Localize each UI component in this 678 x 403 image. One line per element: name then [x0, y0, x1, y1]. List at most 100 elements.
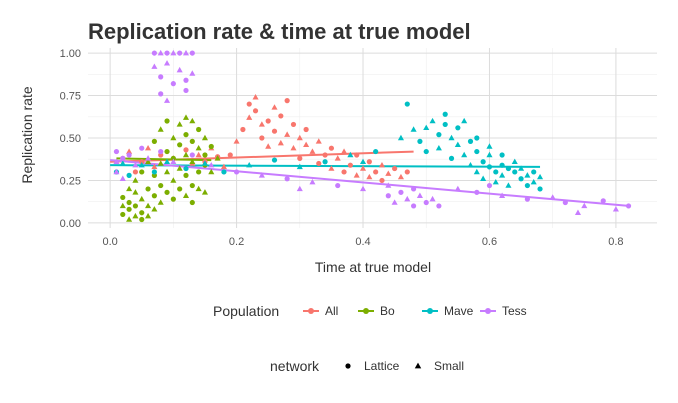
point-all: [373, 169, 379, 175]
point-all: [297, 155, 303, 161]
legend-item-bo: Bo: [358, 304, 395, 318]
trend-line-bo: [116, 157, 212, 162]
x-axis-title: Time at true model: [315, 259, 431, 275]
point-tess: [600, 198, 606, 204]
point-bo: [132, 177, 139, 183]
point-tess: [625, 203, 632, 209]
point-tess: [296, 185, 303, 192]
point-mave: [322, 159, 328, 165]
point-tess: [163, 60, 171, 66]
data-points: [113, 49, 632, 223]
point-mave: [473, 168, 480, 175]
legend-triangle-icon: [414, 362, 422, 369]
point-bo: [196, 169, 202, 175]
point-all: [334, 155, 341, 161]
point-bo: [120, 194, 126, 201]
point-tess: [499, 192, 506, 198]
point-all: [220, 163, 227, 170]
point-bo: [151, 206, 158, 212]
point-all: [277, 139, 284, 146]
legend-item-lattice: Lattice: [345, 359, 400, 373]
chart-title: Replication rate & time at true model: [88, 19, 471, 44]
point-mave: [499, 152, 505, 158]
point-tess: [398, 189, 404, 195]
point-bo: [183, 172, 189, 178]
point-mave: [359, 158, 367, 165]
x-tick-label: 0.2: [229, 236, 244, 248]
point-mave: [467, 161, 474, 168]
point-tess: [151, 63, 158, 69]
point-mave: [493, 169, 499, 175]
x-tick-label: 0.6: [482, 236, 497, 248]
point-bo: [145, 186, 151, 192]
point-tess: [177, 50, 183, 56]
point-all: [252, 108, 259, 114]
point-bo: [157, 126, 164, 132]
axis-ticks: 0.0 0.2 0.4 0.6 0.8 0.00 0.25 0.50 0.75 1.00: [60, 48, 624, 248]
point-bo: [145, 158, 152, 165]
point-tess: [309, 178, 316, 185]
point-all: [392, 165, 398, 172]
point-all: [271, 104, 278, 110]
trend-line-tess: [110, 159, 629, 207]
point-tess: [158, 148, 164, 155]
point-mave: [492, 178, 499, 185]
point-all: [290, 121, 297, 128]
legend-item-mave: Mave: [422, 304, 474, 318]
point-all: [151, 163, 158, 170]
point-tess: [612, 206, 619, 212]
x-tick-label: 0.4: [355, 236, 370, 248]
point-mave: [524, 172, 531, 178]
point-tess: [416, 192, 423, 198]
point-mave: [436, 132, 442, 138]
point-mave: [486, 143, 493, 149]
point-mave: [163, 158, 171, 165]
point-all: [265, 143, 272, 149]
point-tess: [486, 182, 493, 189]
point-mave: [486, 164, 493, 170]
point-tess: [145, 155, 152, 161]
point-bo: [126, 185, 133, 192]
point-bo: [170, 155, 176, 161]
y-axis-title: Replication rate: [19, 86, 35, 183]
legend-label: All: [325, 304, 338, 318]
point-mave: [518, 165, 525, 171]
x-tick-label: 0.8: [608, 236, 623, 248]
y-tick-label: 1.00: [60, 48, 81, 60]
point-bo: [132, 212, 139, 219]
point-tess: [183, 77, 189, 83]
point-bo: [183, 132, 189, 138]
point-bo: [202, 152, 208, 158]
point-mave: [221, 169, 227, 175]
point-tess: [151, 50, 157, 56]
legend-item-small: Small: [414, 359, 464, 373]
point-tess: [183, 87, 189, 94]
point-mave: [461, 151, 468, 158]
point-bo: [164, 148, 170, 155]
point-bo: [195, 185, 202, 192]
point-all: [303, 141, 310, 148]
point-bo: [201, 134, 209, 141]
legend-label: Small: [434, 359, 464, 373]
point-bo: [208, 168, 215, 175]
point-all: [258, 121, 265, 127]
point-mave: [404, 101, 410, 107]
legend-item-all: All: [303, 304, 338, 318]
point-bo: [157, 199, 164, 205]
point-tess: [423, 199, 429, 206]
point-mave: [499, 162, 505, 168]
legend-label: Bo: [380, 304, 395, 318]
point-all: [315, 138, 322, 144]
point-all: [366, 159, 372, 165]
point-all: [265, 118, 271, 124]
point-tess: [391, 199, 398, 205]
point-all: [240, 126, 246, 133]
legend-key-point: [308, 308, 314, 314]
point-tess: [158, 74, 164, 80]
color-legend: Population All Bo Mave Tess: [213, 303, 527, 319]
point-all: [303, 126, 309, 133]
point-bo: [214, 155, 221, 161]
point-tess: [182, 49, 190, 56]
point-mave: [296, 163, 303, 170]
point-tess: [562, 199, 568, 206]
